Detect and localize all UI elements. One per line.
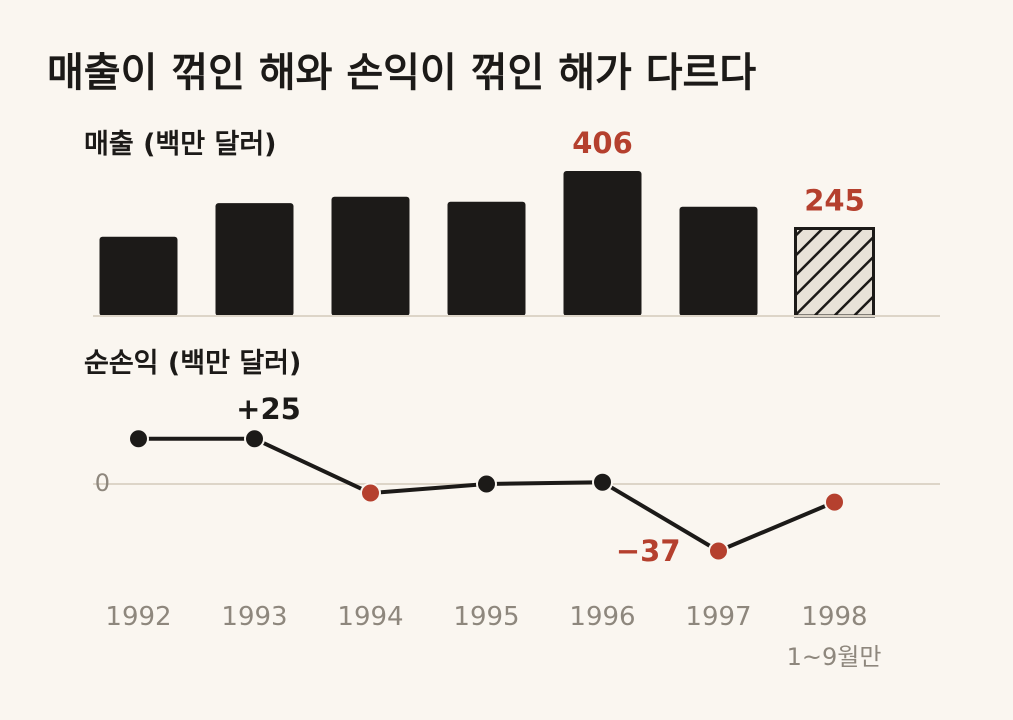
- x-tick-1995: 1995: [453, 602, 519, 632]
- partial-year-note: 1~9월만: [787, 643, 882, 671]
- line-label-1993: +25: [236, 392, 301, 426]
- chart-title: 매출이 꺾인 해와 손익이 꺾인 해가 다르다: [47, 50, 756, 96]
- point-1997: [708, 540, 729, 562]
- x-tick-1992: 1992: [105, 602, 171, 632]
- revenue-section-title: 매출 (백만 달러): [84, 129, 277, 160]
- bar-1997: [679, 206, 758, 316]
- zero-label: 0: [95, 469, 110, 497]
- net-income-series: [128, 428, 845, 562]
- point-1998: [824, 491, 845, 513]
- bar-label-1998: 245: [804, 184, 865, 218]
- point-1993: [244, 428, 265, 450]
- x-tick-1998: 1998: [801, 602, 867, 632]
- bar-label-1996: 406: [572, 126, 633, 160]
- x-axis-ticks: 1992 1993 1994 1995 1996 1997 1998: [105, 602, 867, 632]
- revenue-value-labels: 406 245: [572, 126, 865, 218]
- net-income-value-labels: +25 −37: [236, 392, 680, 568]
- point-1994: [360, 482, 381, 504]
- point-1996: [592, 471, 613, 493]
- bar-1995: [447, 201, 526, 316]
- point-1995: [476, 473, 497, 495]
- bar-1992: [99, 236, 178, 316]
- x-tick-1994: 1994: [337, 602, 403, 632]
- net-income-line: [138, 436, 836, 553]
- x-tick-1997: 1997: [685, 602, 751, 632]
- bar-1994: [331, 196, 410, 316]
- revenue-bars: [99, 171, 875, 318]
- line-label-1997: −37: [616, 534, 681, 568]
- bar-1996: [563, 171, 642, 316]
- point-1992: [128, 428, 149, 450]
- x-tick-1993: 1993: [221, 602, 287, 632]
- net-income-section-title: 순손익 (백만 달러): [84, 348, 301, 379]
- bar-1998: [794, 227, 875, 318]
- bar-1993: [215, 203, 294, 316]
- x-tick-1996: 1996: [569, 602, 635, 632]
